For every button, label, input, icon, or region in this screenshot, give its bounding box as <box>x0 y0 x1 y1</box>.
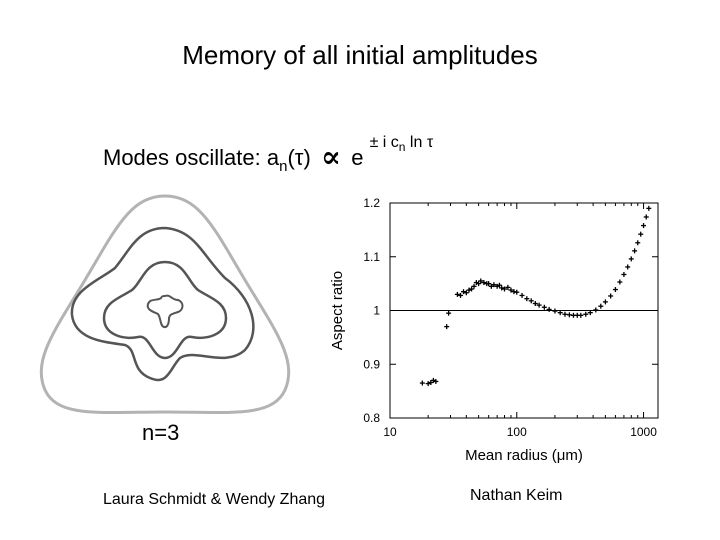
data-point <box>488 283 494 289</box>
data-point <box>499 285 505 291</box>
slide-title: Memory of all initial amplitudes <box>182 40 538 70</box>
y-tick-label: 0.9 <box>363 357 380 371</box>
middle-contour <box>70 226 255 382</box>
data-point <box>608 293 614 299</box>
data-point <box>444 324 450 330</box>
data-point <box>593 307 599 313</box>
mode-number-label: n=3 <box>142 420 180 445</box>
data-point <box>602 299 608 305</box>
plot-frame <box>389 202 659 419</box>
data-point <box>519 292 525 298</box>
data-point <box>635 240 641 246</box>
y-tick-label: 1.1 <box>363 250 380 264</box>
data-point <box>466 287 472 293</box>
data-point <box>454 291 460 297</box>
trefoil-mode-illustration <box>39 194 291 415</box>
data-point <box>557 310 563 316</box>
data-point <box>621 271 627 277</box>
y-tick-label: 1.2 <box>363 196 380 210</box>
data-point <box>617 279 623 285</box>
data-point <box>546 306 552 312</box>
data-point <box>463 290 469 296</box>
data-point <box>486 281 492 287</box>
x-tick-label: 10 <box>383 425 397 439</box>
x-tick-label: 100 <box>507 425 527 439</box>
data-point <box>458 292 464 298</box>
formula-subscript-n: n <box>279 158 288 175</box>
axis-ticks: 10 100 1000 0.8 0.9 1 1.1 1.2 <box>363 196 658 439</box>
data-point <box>425 381 431 387</box>
data-point <box>598 303 604 309</box>
data-point <box>419 380 425 386</box>
data-point <box>552 308 558 314</box>
data-point <box>478 278 484 284</box>
data-point <box>583 311 589 317</box>
x-axis-label: Mean radius (μm) <box>465 447 583 464</box>
data-point <box>562 311 568 317</box>
data-point <box>532 301 538 307</box>
credit-experiment: Nathan Keim <box>470 487 563 504</box>
data-point <box>469 286 475 292</box>
data-point <box>628 256 634 262</box>
data-point <box>541 304 547 310</box>
data-points <box>419 205 652 387</box>
y-tick-label: 0.8 <box>363 411 380 425</box>
data-point <box>536 302 542 308</box>
data-point <box>612 287 618 293</box>
data-point <box>501 286 507 292</box>
core-contour <box>146 294 184 329</box>
data-point <box>641 223 647 229</box>
data-point <box>505 284 511 290</box>
data-point <box>496 282 502 288</box>
data-point <box>587 310 593 316</box>
data-point <box>471 283 477 289</box>
data-point <box>481 280 487 286</box>
data-point <box>476 281 482 287</box>
data-point <box>514 289 520 295</box>
data-point <box>625 264 631 270</box>
data-point <box>461 289 467 295</box>
y-axis-label: Aspect ratio <box>329 271 346 350</box>
data-point <box>491 282 497 288</box>
data-point <box>446 310 452 316</box>
outer-contour <box>39 194 291 415</box>
data-point <box>524 296 530 302</box>
formula-prefix: Modes oscillate: a <box>103 145 280 170</box>
formula-base: e <box>351 145 364 170</box>
formula-exponent-post: ln τ <box>405 134 434 151</box>
data-point <box>638 231 644 237</box>
data-point <box>508 287 514 293</box>
formula-exponent: ± i cn ln τ <box>369 134 434 154</box>
data-point <box>428 380 434 386</box>
mode-formula: Modes oscillate: an(τ) ∝ e ± i cn ln τ <box>103 134 433 175</box>
data-point <box>528 298 534 304</box>
data-point <box>632 248 638 254</box>
formula-exponent-pre: ± i c <box>369 134 399 151</box>
formula-tau: (τ) <box>287 145 311 170</box>
formula-exponent-sub: n <box>398 140 406 154</box>
proportional-symbol: ∝ <box>320 140 342 175</box>
data-point <box>643 214 649 220</box>
y-tick-label: 1 <box>373 304 380 318</box>
data-point <box>433 378 439 384</box>
data-point <box>578 312 584 318</box>
inner-contour <box>102 260 228 360</box>
data-point <box>646 205 652 211</box>
x-tick-label: 1000 <box>630 425 657 439</box>
credit-authors: Laura Schmidt & Wendy Zhang <box>103 491 326 508</box>
